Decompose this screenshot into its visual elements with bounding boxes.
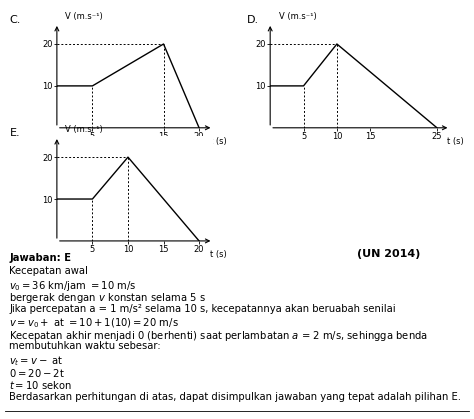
Text: membutuhkan waktu sebesar:: membutuhkan waktu sebesar: [9, 341, 161, 352]
Text: $v_t = v -$ at: $v_t = v -$ at [9, 354, 64, 368]
Text: V (m.s⁻¹): V (m.s⁻¹) [279, 12, 317, 21]
Text: E.: E. [9, 128, 20, 138]
Text: $v_0 = 36$ km/jam $= 10$ m/s: $v_0 = 36$ km/jam $= 10$ m/s [9, 279, 137, 292]
Text: Jawaban: E: Jawaban: E [9, 253, 72, 264]
Text: D.: D. [246, 15, 259, 25]
Text: t (s): t (s) [210, 251, 227, 259]
Text: Berdasarkan perhitungan di atas, dapat disimpulkan jawaban yang tepat adalah pil: Berdasarkan perhitungan di atas, dapat d… [9, 392, 462, 402]
Text: C.: C. [9, 15, 21, 25]
Text: Jika percepatan a = 1 m/s² selama 10 s, kecepatannya akan beruabah senilai: Jika percepatan a = 1 m/s² selama 10 s, … [9, 304, 396, 314]
Text: t (s): t (s) [447, 137, 464, 146]
Text: Kecepatan awal: Kecepatan awal [9, 266, 88, 276]
Text: bergerak dengan $v$ konstan selama 5 s: bergerak dengan $v$ konstan selama 5 s [9, 291, 206, 305]
Text: V (m.s⁻¹): V (m.s⁻¹) [64, 125, 102, 134]
Text: $v = v_0 +$ at $= 10 + 1(10) = 20$ m/s: $v = v_0 +$ at $= 10 + 1(10) = 20$ m/s [9, 316, 179, 330]
Text: V (m.s⁻¹): V (m.s⁻¹) [64, 12, 102, 21]
Text: (UN 2014): (UN 2014) [357, 249, 420, 259]
Text: t (s): t (s) [210, 137, 227, 146]
Text: $0 = 20 - 2$t: $0 = 20 - 2$t [9, 367, 65, 379]
Text: Kecepatan akhir menjadi 0 (berhenti) saat perlambatan $a$ = 2 m/s, sehingga bend: Kecepatan akhir menjadi 0 (berhenti) saa… [9, 329, 428, 343]
Text: $t = 10$ sekon: $t = 10$ sekon [9, 379, 73, 391]
